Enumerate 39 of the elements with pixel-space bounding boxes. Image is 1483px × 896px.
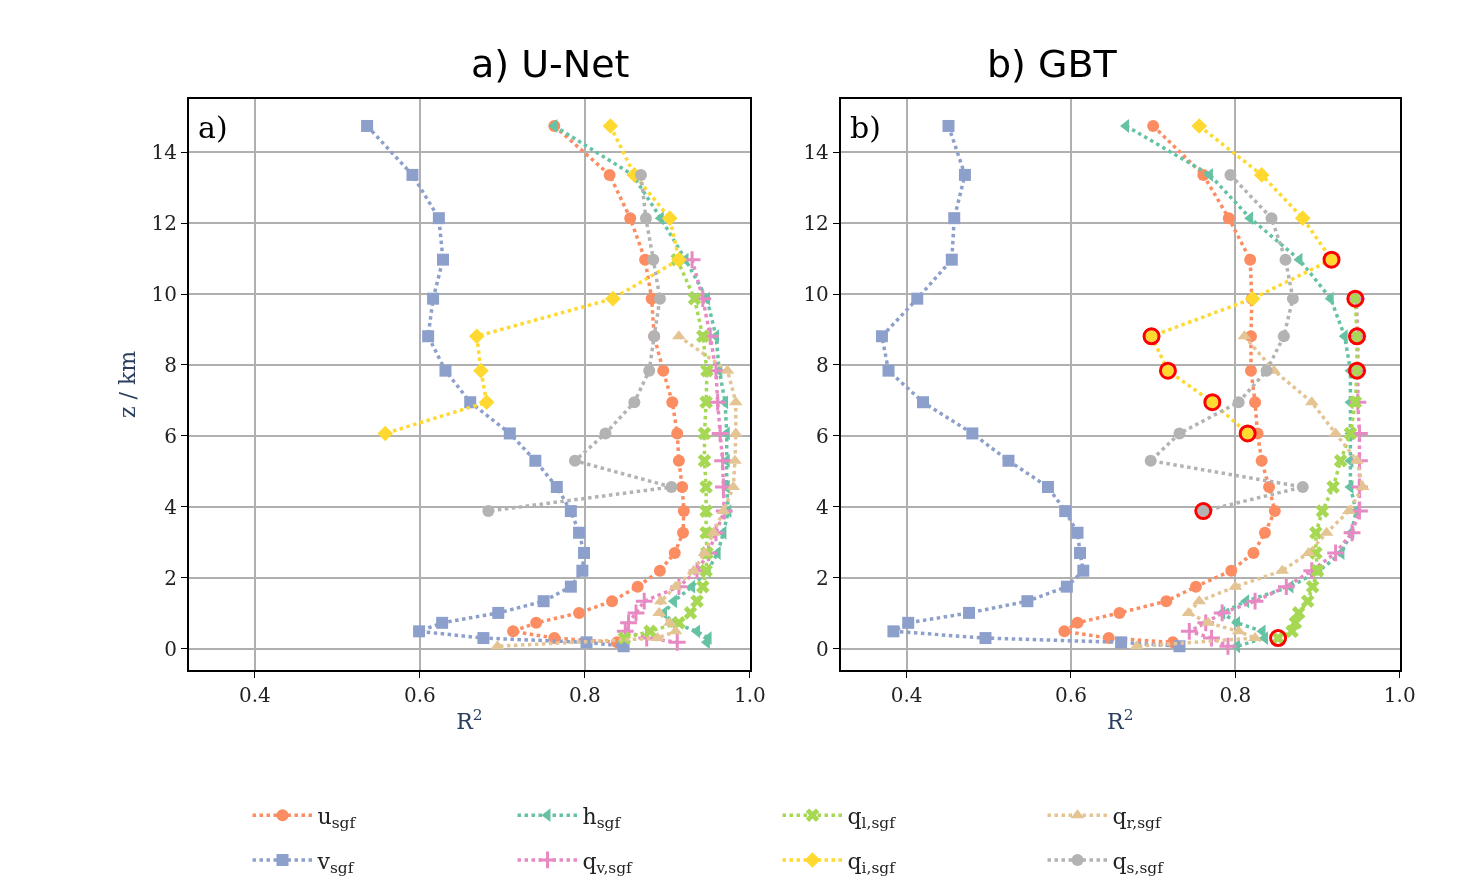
y-tick-label: 6 (164, 423, 177, 448)
legend-label: q$_{v,sgf}$ (582, 848, 634, 878)
y-tick-label: 14 (151, 140, 177, 165)
y-tick-label: 4 (164, 494, 177, 519)
y-tick-label: 12 (803, 211, 829, 236)
y-tick-label: 0 (816, 636, 829, 661)
x-tick-label: 1.0 (733, 683, 766, 707)
y-tick-label: 4 (816, 494, 829, 519)
y-tick-label: 2 (816, 565, 829, 590)
x-tick-label: 0.4 (890, 683, 923, 707)
legend-label: q$_{i,sgf}$ (847, 848, 897, 878)
chart-title: a) U-Net (471, 42, 630, 86)
x-tick-label: 0.4 (239, 683, 271, 707)
chart-title: b) GBT (987, 42, 1118, 86)
y-tick-label: 14 (803, 140, 829, 165)
y-tick-label: 12 (151, 211, 177, 236)
annotation: b) (850, 110, 881, 145)
y-tick-label: 0 (164, 636, 177, 661)
legend-label: h$_{sgf}$ (582, 803, 622, 833)
legend-label: q$_{r,sgf}$ (1112, 803, 1162, 833)
y-tick-label: 8 (164, 352, 177, 377)
y-tick-label: 8 (816, 352, 829, 377)
x-tick-label: 0.6 (1055, 683, 1087, 707)
x-axis-title: R$^{2}$ (1107, 706, 1134, 735)
x-tick-label: 0.8 (568, 683, 601, 707)
x-tick-label: 0.8 (1219, 683, 1252, 707)
legend-label: u$_{sgf}$ (317, 803, 357, 833)
x-tick-label: 0.6 (403, 683, 436, 707)
legend-label: q$_{s,sgf}$ (1112, 848, 1165, 878)
legend-label: q$_{l,sgf}$ (847, 803, 897, 833)
y-axis-title: z / km (114, 350, 140, 419)
x-axis-title: R$^{2}$ (456, 706, 483, 735)
legend-label: v$_{sgf}$ (316, 848, 355, 878)
annotation: a) (198, 110, 228, 145)
y-tick-label: 2 (164, 565, 177, 590)
y-tick-label: 10 (151, 282, 177, 307)
y-tick-label: 6 (816, 423, 829, 448)
x-tick-label: 1.0 (1383, 683, 1416, 707)
y-tick-label: 10 (803, 282, 829, 307)
